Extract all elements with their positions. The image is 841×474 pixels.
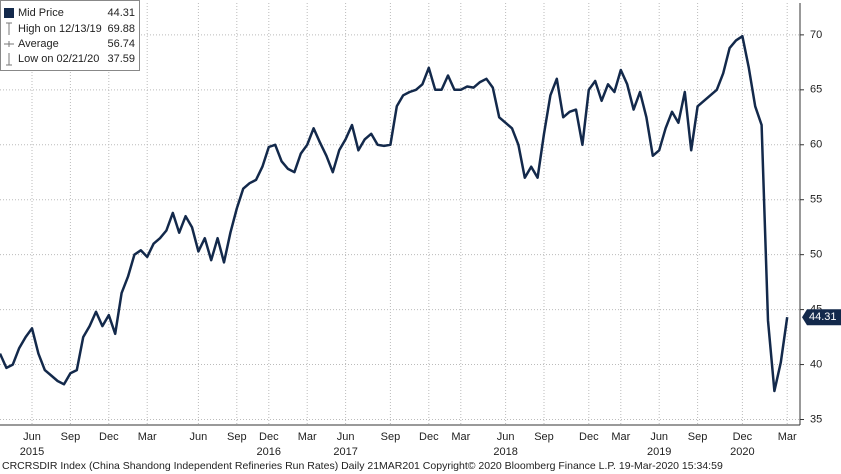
x-tick-label: Sep [688, 431, 708, 443]
legend-label: Mid Price [18, 7, 64, 19]
x-tick-label: Jun [497, 431, 515, 443]
last-value-box [802, 309, 841, 326]
x-tick-label: Mar [298, 431, 317, 443]
legend-swatch [4, 8, 14, 18]
legend-label: Average [18, 38, 59, 50]
x-tick-label: Sep [534, 431, 554, 443]
y-tick-label: 65 [810, 84, 822, 96]
x-tick-label: Mar [611, 431, 630, 443]
x-tick-label: Mar [451, 431, 470, 443]
year-label: 2020 [730, 446, 754, 458]
year-label: 2015 [20, 446, 44, 458]
x-tick-label: Sep [381, 431, 401, 443]
legend-icon [6, 22, 12, 35]
legend-value: 56.74 [107, 38, 135, 50]
legend-value: 44.31 [107, 7, 135, 19]
year-label: 2018 [493, 446, 517, 458]
x-tick-label: Mar [778, 431, 797, 443]
legend-label: High on 12/13/19 [18, 23, 102, 35]
y-tick-label: 50 [810, 249, 822, 261]
x-tick-label: Mar [138, 431, 157, 443]
year-label: 2017 [333, 446, 357, 458]
legend-value: 69.88 [107, 23, 135, 35]
x-tick-label: Jun [23, 431, 41, 443]
x-tick-label: Dec [733, 431, 753, 443]
y-tick-label: 40 [810, 358, 822, 370]
x-tick-label: Dec [259, 431, 279, 443]
x-tick-label: Sep [227, 431, 247, 443]
y-tick-label: 70 [810, 29, 822, 41]
year-label: 2019 [647, 446, 671, 458]
x-tick-label: Jun [190, 431, 208, 443]
x-tick-label: Sep [61, 431, 81, 443]
y-tick-label: 35 [810, 413, 822, 425]
legend-value: 37.59 [107, 53, 135, 65]
y-tick-label: 60 [810, 139, 822, 151]
x-tick-label: Dec [99, 431, 119, 443]
footer: CRCRSDIR Index (China Shandong Independe… [2, 460, 723, 472]
year-label: 2016 [257, 446, 281, 458]
y-tick-label: 55 [810, 194, 822, 206]
legend-icon [6, 53, 12, 66]
price-line [0, 34, 789, 393]
x-tick-label: Jun [650, 431, 668, 443]
legend-label: Low on 02/21/20 [18, 53, 99, 65]
legend-icon [4, 41, 14, 47]
x-tick-label: Dec [579, 431, 599, 443]
x-tick-label: Jun [337, 431, 355, 443]
last-value-label: 44.31 [809, 311, 837, 323]
legend-box [0, 0, 140, 71]
x-tick-label: Dec [419, 431, 439, 443]
legend: Mid Price 44.31 High on 12/13/19 69.88 Avera… [0, 0, 140, 71]
